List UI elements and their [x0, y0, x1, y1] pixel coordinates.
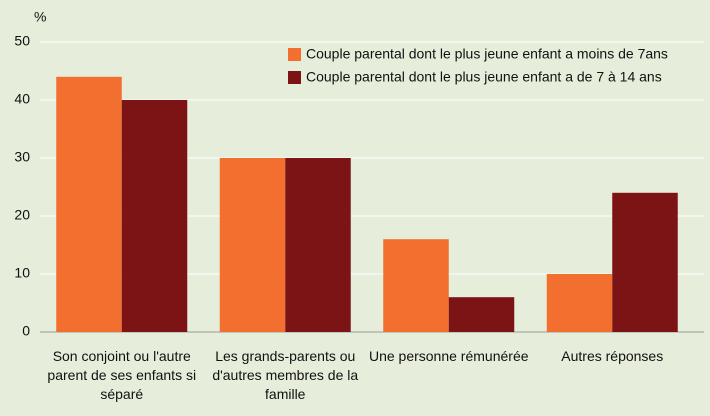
- bar: [383, 239, 449, 332]
- y-tick-label: 20: [14, 207, 30, 223]
- legend-swatch: [288, 71, 301, 84]
- legend-label: Couple parental dont le plus jeune enfan…: [306, 69, 662, 85]
- x-tick-label: Son conjoint ou l'autre parent de ses en…: [47, 348, 197, 402]
- y-tick-label: 10: [14, 265, 30, 281]
- x-tick-label: Les grands-parents ou d'autres membres d…: [212, 348, 359, 402]
- y-tick-label: 50: [14, 33, 30, 49]
- y-tick-label: 30: [14, 149, 30, 165]
- x-tick-label: Une personne rémunérée: [368, 348, 529, 364]
- bar: [219, 158, 286, 332]
- x-tick-label: Autres réponses: [561, 348, 664, 364]
- y-tick-label: 40: [14, 91, 30, 107]
- legend-swatch: [288, 48, 301, 61]
- legend-label: Couple parental dont le plus jeune enfan…: [306, 46, 668, 62]
- bar: [121, 100, 188, 332]
- y-axis-label: %: [34, 9, 46, 25]
- y-tick-label: 0: [22, 323, 30, 339]
- bar: [285, 158, 351, 332]
- bar: [546, 274, 613, 332]
- bar: [612, 192, 678, 332]
- bar: [448, 297, 515, 332]
- bar: [56, 76, 122, 332]
